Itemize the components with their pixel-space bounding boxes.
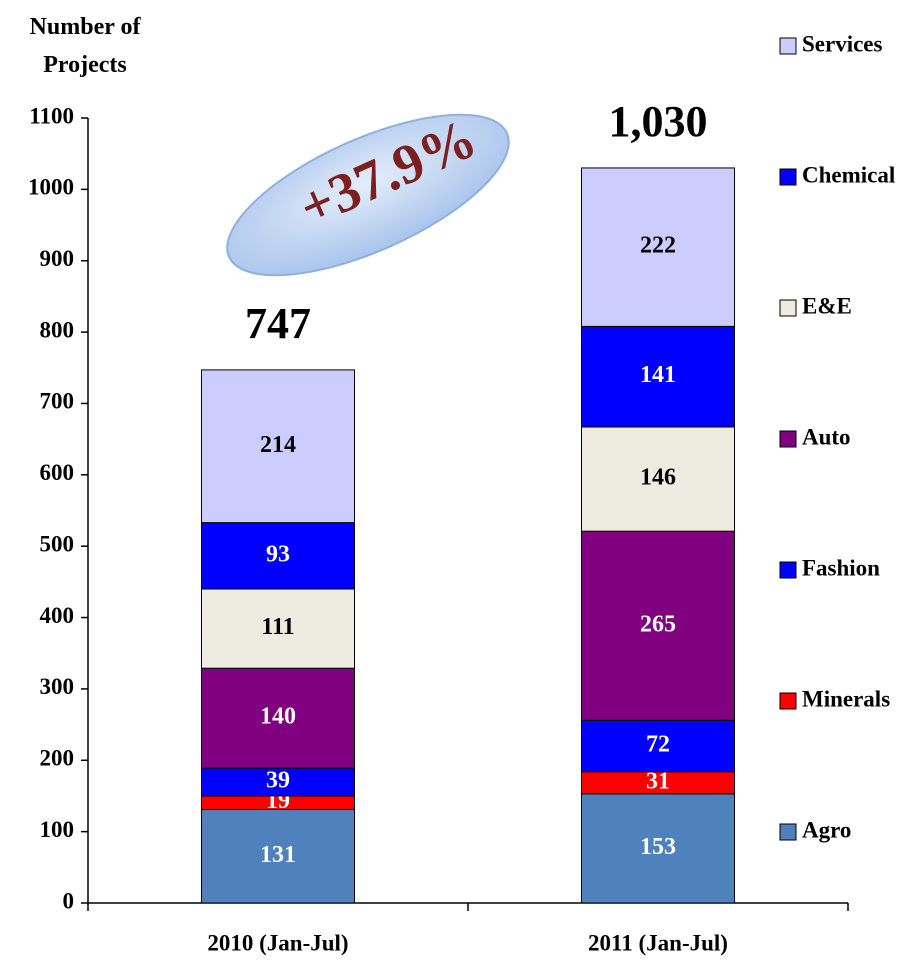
bar-segment — [581, 325, 735, 428]
total-label: 1,030 — [609, 97, 708, 146]
legend-label: Agro — [802, 817, 851, 842]
x-tick-label: 2010 (Jan-Jul) — [207, 930, 348, 955]
y-tick-label: 1100 — [29, 103, 74, 128]
data-label: 222 — [640, 233, 676, 259]
legend-label: E&E — [802, 293, 852, 318]
y-tick-label: 500 — [40, 531, 75, 556]
y-tick-label: 600 — [40, 460, 75, 485]
data-label: 111 — [261, 614, 294, 640]
bar-segment — [581, 719, 735, 773]
legend-swatch — [779, 823, 797, 841]
legend-label: Chemical — [802, 162, 895, 187]
data-label: 140 — [260, 704, 296, 730]
data-label: 93 — [266, 541, 290, 567]
y-tick-label: 900 — [40, 246, 75, 271]
x-tick-label: 2011 (Jan-Jul) — [588, 930, 728, 955]
y-tick-label: 0 — [63, 888, 75, 913]
y-tick-label: 1000 — [28, 175, 74, 200]
data-label: 31 — [646, 768, 670, 794]
y-tick-label: 200 — [40, 746, 75, 771]
bar-segment — [581, 530, 735, 721]
data-label: 214 — [260, 432, 296, 458]
legend-swatch — [779, 168, 797, 186]
y-tick-label: 100 — [40, 817, 75, 842]
y-tick-label: 700 — [40, 389, 75, 414]
legend-swatch — [779, 430, 797, 448]
data-label: 265 — [640, 611, 676, 637]
bar-segment — [201, 522, 355, 590]
bar-segment — [201, 369, 355, 524]
legend-swatch — [779, 561, 797, 579]
bar-segment — [201, 588, 355, 669]
legend-swatch — [779, 692, 797, 710]
y-axis-title: Number of Projects — [29, 14, 141, 78]
legend-label: Services — [802, 31, 883, 56]
legend-swatch — [779, 299, 797, 317]
bar-segment — [581, 167, 735, 327]
bar-segment — [581, 426, 735, 532]
legend-label: Auto — [802, 424, 851, 449]
legend-label: Fashion — [802, 555, 880, 580]
y-tick-label: 300 — [40, 674, 75, 699]
data-label: 141 — [640, 362, 676, 388]
bar-segment — [581, 793, 735, 904]
legend-swatch — [779, 37, 797, 55]
legend-label: Minerals — [802, 686, 890, 711]
y-tick-label: 400 — [40, 603, 75, 628]
bar-segment — [201, 667, 355, 769]
y-tick-label: 800 — [40, 317, 75, 342]
data-label: 72 — [646, 732, 670, 758]
data-label: 131 — [260, 842, 296, 868]
data-label: 39 — [266, 768, 290, 794]
total-label: 747 — [245, 299, 311, 348]
data-label: 146 — [640, 465, 676, 491]
data-label: 153 — [640, 834, 676, 860]
annotation-bubble — [226, 113, 510, 277]
